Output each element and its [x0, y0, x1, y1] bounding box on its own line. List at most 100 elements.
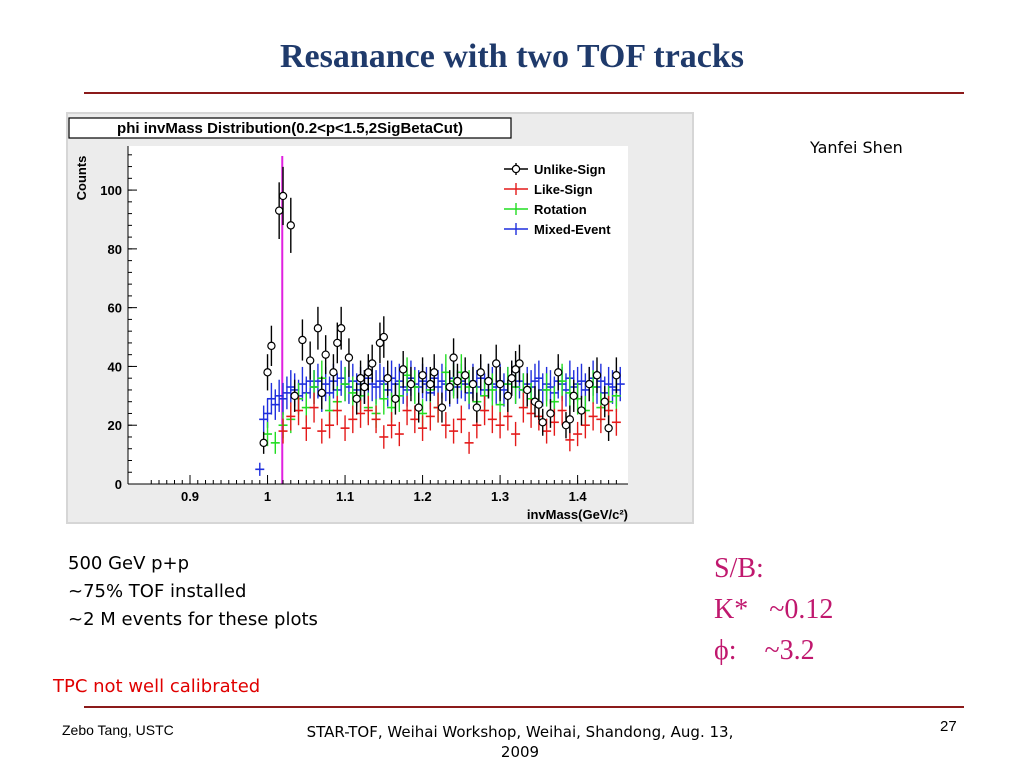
data-point	[329, 354, 338, 391]
data-point	[266, 382, 276, 415]
point-marker	[430, 368, 439, 377]
data-point	[332, 395, 342, 426]
point-marker	[453, 376, 462, 386]
point-marker	[298, 335, 307, 345]
data-point	[441, 354, 451, 391]
point-marker	[274, 206, 284, 215]
data-point	[344, 338, 354, 377]
point-marker	[600, 397, 609, 406]
data-point	[484, 363, 493, 399]
data-point	[301, 415, 311, 441]
point-marker	[515, 359, 524, 368]
data-point	[383, 360, 392, 396]
legend-label: Rotation	[534, 202, 587, 217]
data-point	[511, 351, 520, 388]
author-name: Yanfei Shen	[810, 138, 903, 157]
data-point	[480, 395, 490, 426]
data-point	[456, 405, 466, 434]
data-point	[418, 357, 427, 394]
x-tick-label: 1.1	[336, 489, 354, 504]
x-tick-label: 1.2	[414, 489, 432, 504]
data-point	[294, 395, 304, 426]
series-unlike-sign	[259, 166, 621, 454]
data-point	[437, 392, 447, 423]
data-point	[546, 399, 555, 428]
point-marker	[484, 376, 493, 386]
data-point	[449, 418, 459, 444]
legend-label: Mixed-Event	[534, 222, 611, 237]
data-point	[612, 357, 621, 394]
point-marker	[476, 368, 485, 377]
point-marker	[461, 371, 470, 380]
data-point	[441, 412, 451, 439]
page-number: 27	[940, 718, 957, 735]
y-tick-label: 80	[108, 242, 122, 257]
chart-title: phi invMass Distribution(0.2<p<1.5,2SigB…	[117, 120, 463, 137]
point-marker	[379, 332, 389, 342]
data-point	[259, 405, 269, 434]
point-marker	[437, 403, 447, 412]
point-marker	[426, 379, 435, 389]
data-point	[367, 344, 377, 383]
point-marker	[356, 373, 365, 383]
point-marker	[492, 359, 501, 368]
data-point	[596, 405, 606, 434]
data-point	[526, 399, 536, 428]
data-point	[309, 392, 319, 423]
data-point	[278, 418, 288, 444]
legend-entry: Rotation	[504, 202, 587, 217]
y-tick-label: 60	[108, 301, 122, 316]
point-marker	[565, 415, 575, 424]
data-point	[588, 402, 598, 431]
point-marker	[577, 406, 586, 415]
point-marker	[317, 388, 326, 398]
point-marker	[449, 353, 458, 362]
point-marker	[554, 368, 563, 377]
data-point	[348, 405, 358, 434]
data-point	[569, 379, 578, 412]
point-marker	[585, 379, 594, 389]
data-point	[406, 366, 416, 402]
data-point	[278, 382, 288, 415]
y-axis-label: Counts	[74, 156, 89, 201]
point-marker	[344, 353, 354, 362]
data-point	[476, 354, 485, 391]
point-marker	[468, 379, 478, 389]
data-point	[515, 344, 524, 383]
x-tick-label: 1.3	[491, 489, 509, 504]
data-point	[495, 412, 505, 439]
point-marker	[391, 394, 400, 403]
footer-author: Zebo Tang, USTC	[62, 722, 174, 738]
point-marker	[612, 371, 621, 380]
footer-divider	[84, 706, 964, 708]
y-tick-label: 20	[108, 418, 122, 433]
slide-title: Resanance with two TOF tracks	[279, 38, 745, 75]
y-tick-label: 40	[108, 359, 122, 374]
point-marker	[398, 365, 408, 374]
data-point	[453, 363, 462, 399]
data-point	[580, 412, 590, 439]
data-point	[414, 392, 423, 423]
run-notes: 500 GeV p+p ~75% TOF installed ~2 M even…	[68, 550, 318, 634]
point-marker	[336, 324, 346, 333]
title-divider	[84, 92, 964, 94]
legend-entry: Unlike-Sign	[504, 162, 606, 177]
x-tick-label: 1.4	[569, 489, 588, 504]
data-point	[274, 379, 284, 412]
data-point	[576, 363, 586, 399]
data-point	[379, 425, 389, 449]
x-axis-label: invMass(GeV/c²)	[527, 507, 628, 522]
data-point	[545, 370, 555, 404]
point-marker	[290, 391, 299, 401]
data-point	[565, 405, 575, 434]
data-point	[305, 341, 315, 380]
data-point	[356, 399, 366, 428]
plot-area	[128, 146, 628, 484]
x-tick-label: 0.9	[181, 489, 199, 504]
point-marker	[313, 324, 323, 333]
data-point	[573, 421, 583, 447]
data-point	[554, 354, 563, 391]
legend-label: Like-Sign	[534, 182, 593, 197]
data-point	[577, 395, 586, 426]
data-point	[557, 395, 567, 426]
